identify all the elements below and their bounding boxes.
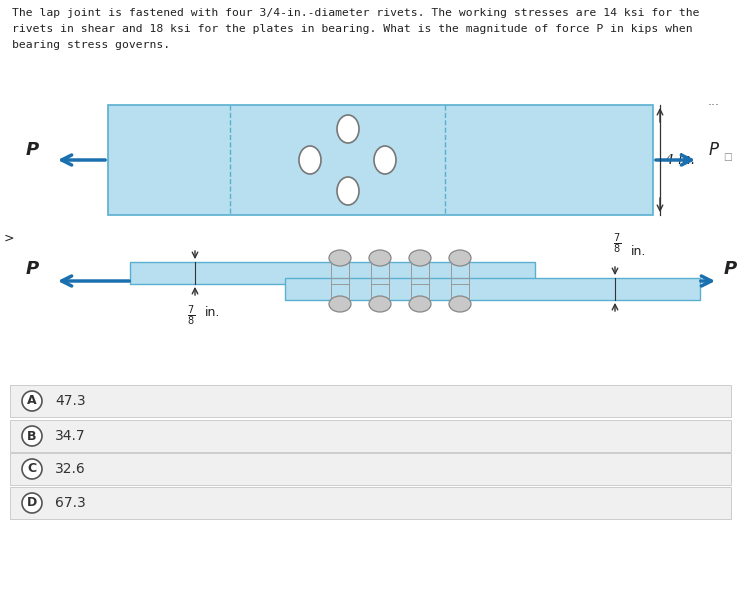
Text: P: P	[723, 260, 737, 278]
Bar	[10, 487, 731, 519]
Bar	[10, 420, 731, 452]
Text: 67.3: 67.3	[55, 496, 86, 510]
Bar	[10, 453, 731, 485]
Ellipse shape	[374, 146, 396, 174]
Ellipse shape	[449, 250, 471, 266]
Circle shape	[22, 493, 42, 513]
Text: ☐: ☐	[723, 153, 732, 163]
Text: B: B	[27, 430, 37, 442]
Ellipse shape	[337, 177, 359, 205]
Circle shape	[22, 391, 42, 411]
Bar	[285, 278, 700, 300]
Bar	[108, 105, 653, 215]
Text: $P$: $P$	[708, 141, 720, 159]
Text: P: P	[25, 260, 39, 278]
Ellipse shape	[299, 146, 321, 174]
Text: in.: in.	[205, 306, 220, 319]
Text: in.: in.	[631, 245, 646, 258]
Ellipse shape	[369, 296, 391, 312]
Text: $\frac{7}{8}$: $\frac{7}{8}$	[613, 232, 621, 256]
Text: A: A	[27, 395, 37, 408]
Text: $\frac{7}{8}$: $\frac{7}{8}$	[187, 304, 195, 328]
Ellipse shape	[449, 296, 471, 312]
Text: 32.6: 32.6	[55, 462, 86, 476]
Text: C: C	[27, 463, 36, 475]
Ellipse shape	[337, 115, 359, 143]
Bar	[10, 385, 731, 417]
Bar	[130, 262, 535, 284]
Text: The lap joint is fastened with four 3/4-in.-diameter rivets. The working stresse: The lap joint is fastened with four 3/4-…	[12, 8, 700, 50]
Circle shape	[22, 426, 42, 446]
Text: D: D	[27, 497, 37, 510]
Ellipse shape	[329, 250, 351, 266]
Text: 4 in.: 4 in.	[665, 153, 695, 167]
Ellipse shape	[409, 296, 431, 312]
Ellipse shape	[409, 250, 431, 266]
Text: P: P	[25, 141, 39, 159]
Text: 47.3: 47.3	[55, 394, 86, 408]
Text: >: >	[4, 232, 15, 244]
Circle shape	[22, 459, 42, 479]
Ellipse shape	[329, 296, 351, 312]
Text: ...: ...	[708, 95, 720, 108]
Text: 34.7: 34.7	[55, 429, 86, 443]
Ellipse shape	[369, 250, 391, 266]
